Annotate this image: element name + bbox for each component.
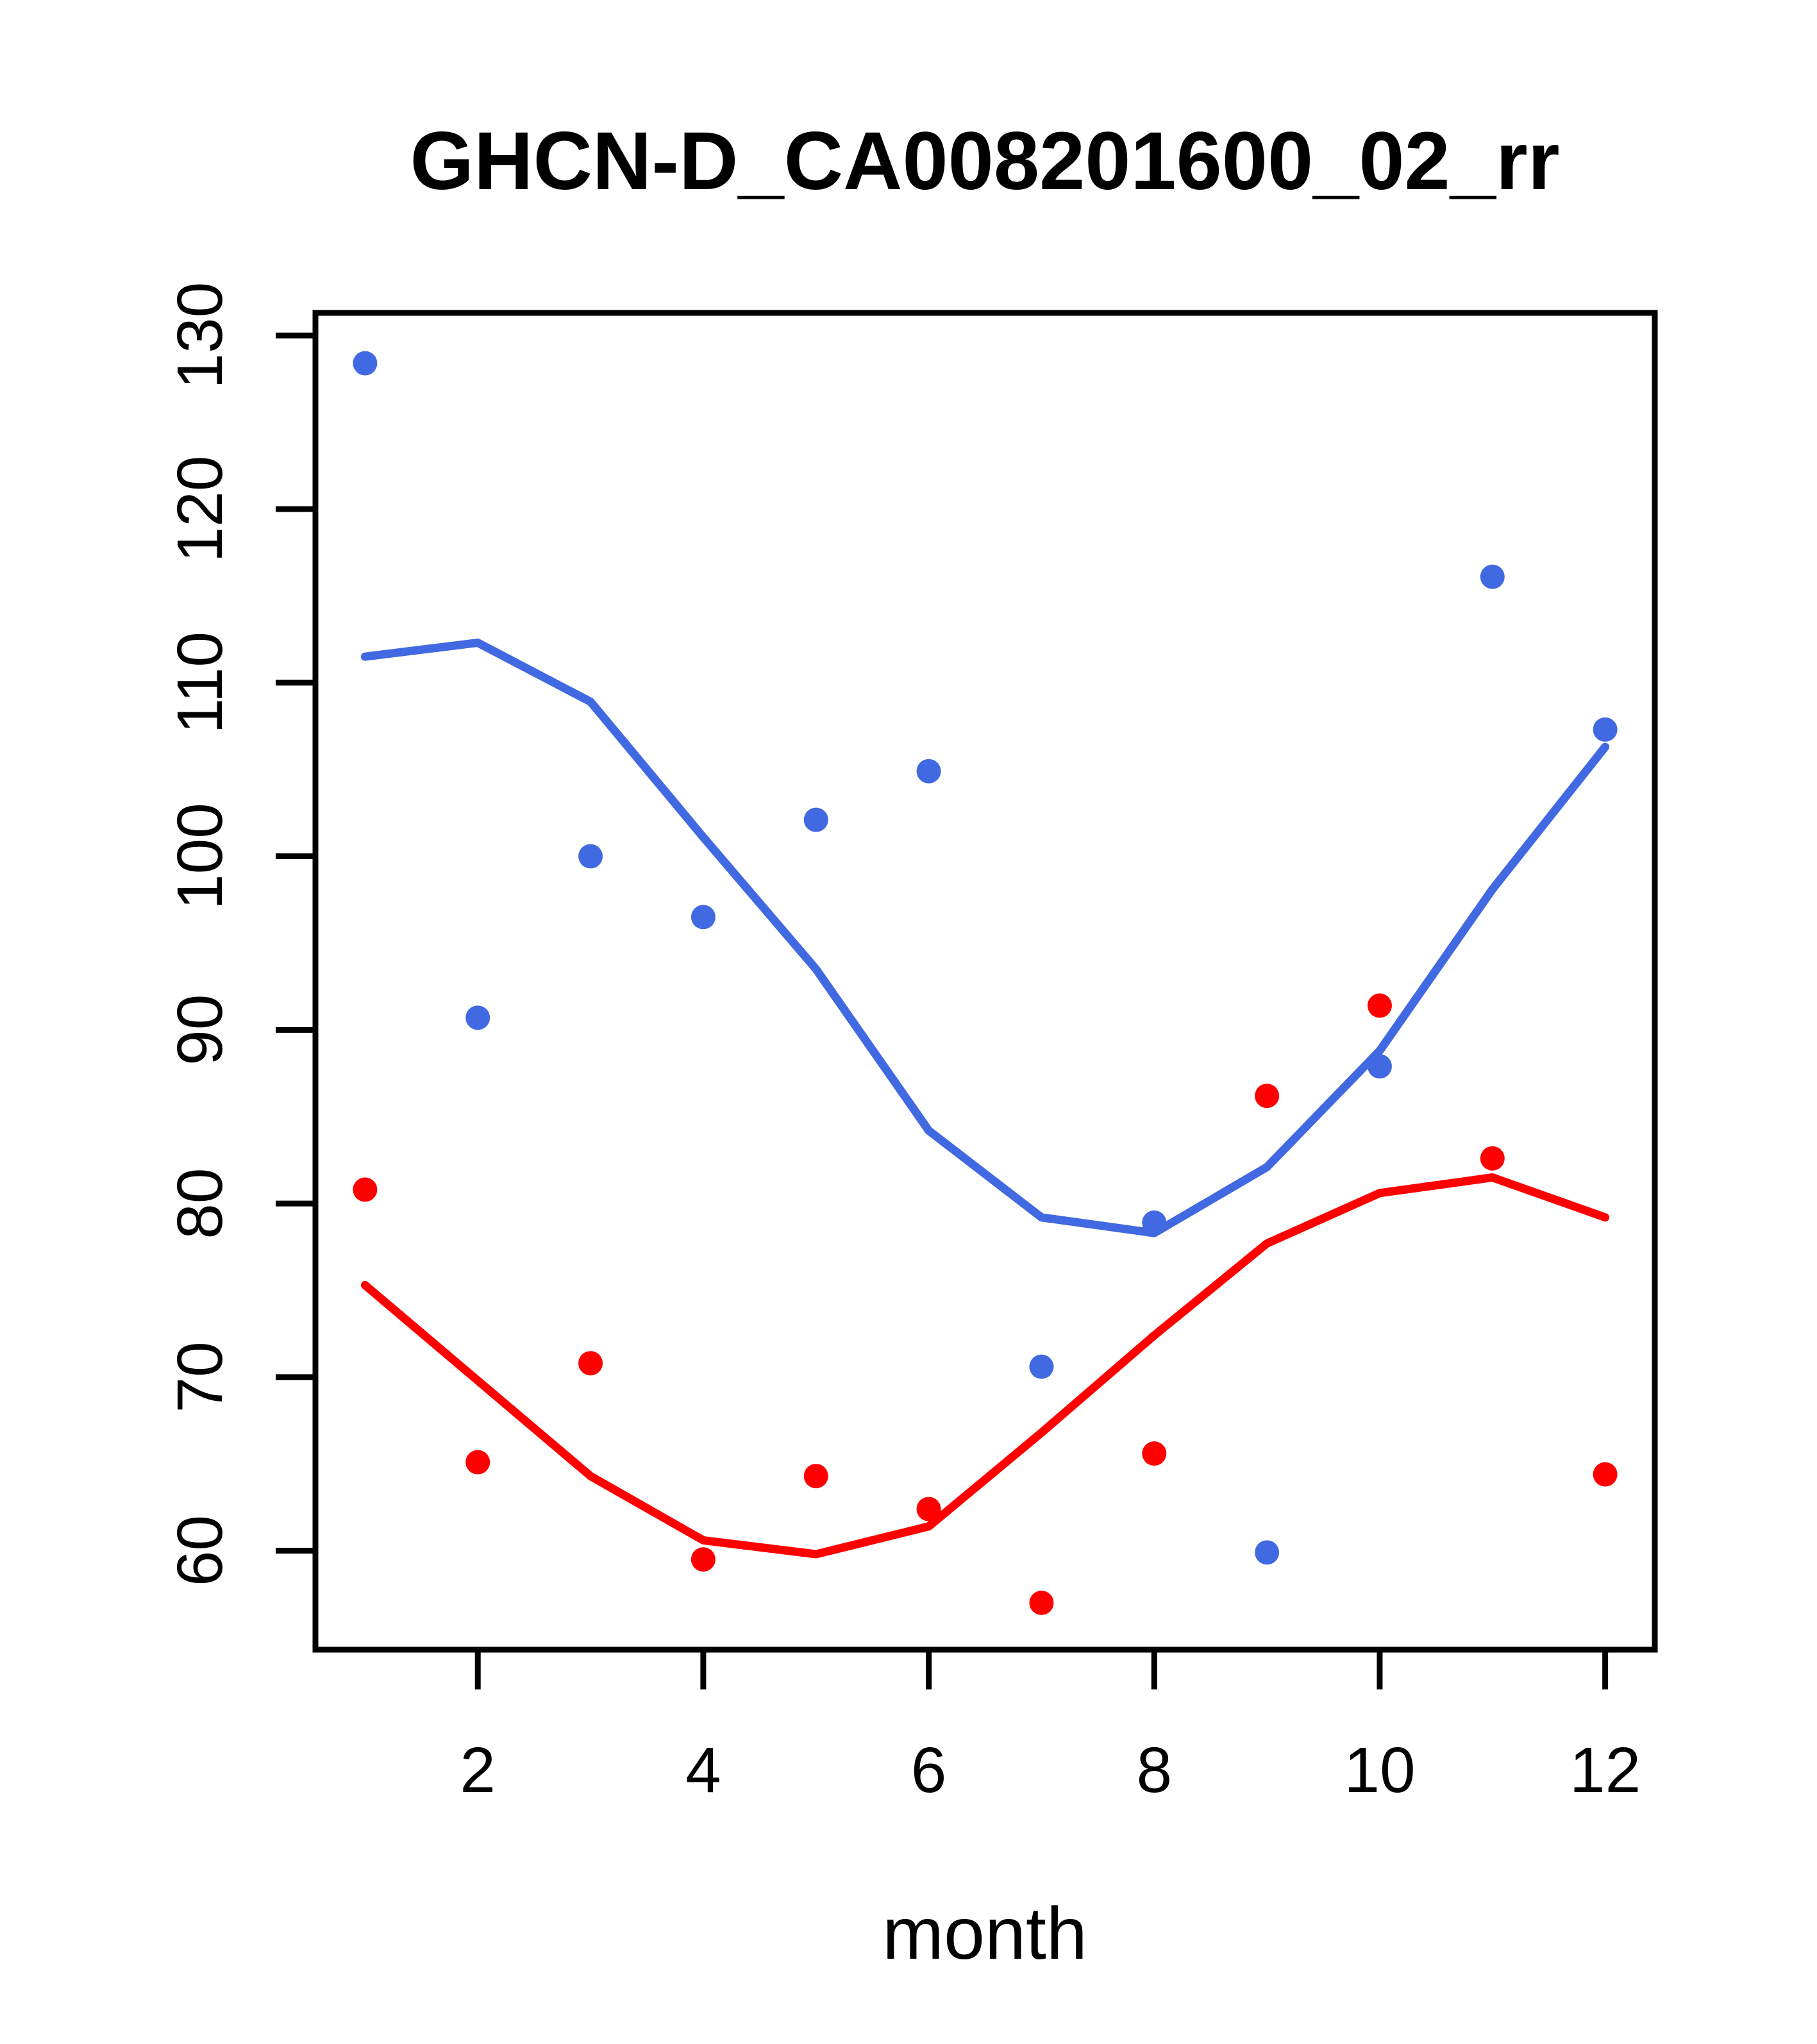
blue-points: [353, 351, 1618, 1565]
x-tick-label: 8: [1136, 1734, 1172, 1806]
y-tick-label: 60: [164, 1515, 236, 1586]
blue-points-marker: [353, 351, 378, 376]
y-tick-label: 100: [164, 803, 236, 910]
red-points-marker: [1255, 1084, 1280, 1109]
blue-points-marker: [803, 807, 828, 832]
y-tick-label: 110: [164, 632, 236, 733]
red-lowess-line: [360, 1173, 1610, 1559]
x-tick-label: 10: [1344, 1734, 1415, 1806]
x-tick-label: 6: [911, 1734, 947, 1806]
y-tick-label: 70: [164, 1341, 236, 1412]
blue-points-marker: [1255, 1540, 1280, 1565]
red-points-marker: [916, 1496, 941, 1521]
red-points-marker: [1029, 1590, 1054, 1615]
red-points-marker: [578, 1351, 603, 1376]
x-axis-label: month: [882, 1893, 1087, 1975]
y-tick-label: 80: [164, 1168, 236, 1239]
red-points-marker: [1593, 1462, 1618, 1487]
blue-lowess-line: [360, 638, 1610, 1237]
blue-points-marker: [691, 905, 716, 930]
y-tick-label: 90: [164, 994, 236, 1066]
red-points-marker: [803, 1464, 828, 1489]
blue-points-marker: [916, 758, 941, 783]
axes-layer: 2 4 6 8 10 12 60 70 80 90 100 110 120 130: [164, 282, 1658, 1806]
plot-box: [312, 310, 1658, 1653]
blue-points-marker: [1480, 564, 1505, 589]
x-tick-label: 2: [460, 1734, 496, 1806]
red-points-marker: [1367, 993, 1392, 1018]
red-points-marker: [353, 1177, 378, 1202]
x-tick-label: 12: [1570, 1734, 1641, 1806]
blue-points-marker: [1593, 717, 1618, 742]
red-points-marker: [1480, 1146, 1505, 1171]
red-points: [353, 993, 1618, 1615]
y-tick-label: 120: [164, 456, 236, 563]
blue-points-marker: [578, 844, 603, 869]
red-points-marker: [691, 1547, 716, 1572]
blue-points-marker: [465, 1005, 490, 1030]
series-layer: [353, 351, 1618, 1615]
blue-points-marker: [1029, 1354, 1054, 1379]
red-points-marker: [1142, 1441, 1167, 1466]
y-tick-label: 130: [164, 282, 236, 389]
red-points-marker: [465, 1450, 490, 1475]
chart-title: GHCN-D_CA008201600_02_rr: [410, 115, 1559, 207]
x-tick-label: 4: [685, 1734, 721, 1806]
